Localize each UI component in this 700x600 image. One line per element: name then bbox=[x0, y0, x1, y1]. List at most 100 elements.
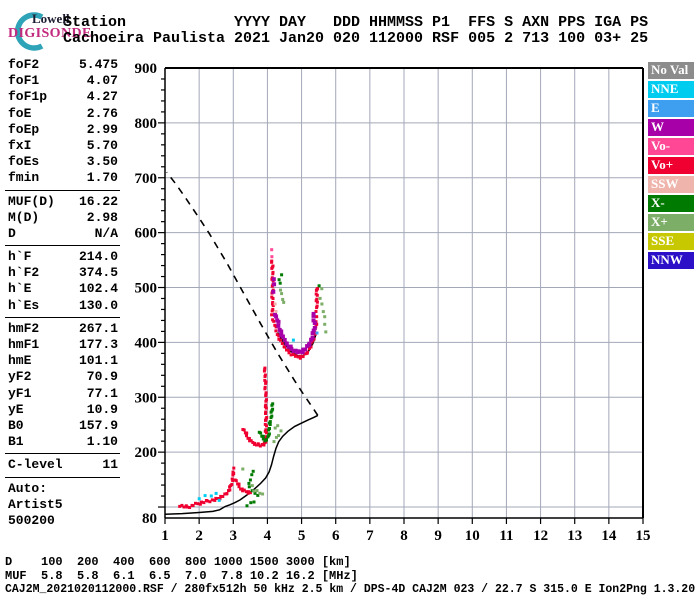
svg-text:7: 7 bbox=[366, 528, 374, 544]
param-value: 4.07 bbox=[86, 73, 118, 89]
legend-item-x-: X- bbox=[648, 195, 694, 212]
svg-text:11: 11 bbox=[499, 528, 513, 544]
svg-text:80: 80 bbox=[142, 511, 157, 527]
param-label: foF1 bbox=[8, 73, 40, 89]
svg-text:400: 400 bbox=[135, 335, 158, 351]
param-label: hmE bbox=[8, 353, 32, 369]
trace-F2-left-arm-top-Vo-minus bbox=[270, 248, 274, 259]
svg-text:8: 8 bbox=[400, 528, 408, 544]
logo-lowell-text: Lowell bbox=[32, 11, 70, 26]
trace-stray-SSW bbox=[273, 302, 278, 313]
svg-text:200: 200 bbox=[135, 445, 158, 461]
param-row: yF1 77.1 bbox=[8, 386, 118, 402]
profile-curves bbox=[164, 171, 319, 515]
logo-arc-icon bbox=[14, 12, 44, 51]
trace-stray-E-dir bbox=[315, 331, 319, 335]
header-field-labels: Station YYYY DAY DDD HHMMSS P1 FFS S AXN… bbox=[63, 14, 649, 31]
param-label: hmF2 bbox=[8, 320, 40, 336]
svg-text:9: 9 bbox=[434, 528, 442, 544]
svg-text:12: 12 bbox=[533, 528, 548, 544]
svg-text:2: 2 bbox=[195, 528, 203, 544]
param-row: foF1p 4.27 bbox=[8, 89, 118, 105]
param-value: 4.27 bbox=[86, 89, 118, 105]
param-label: foEs bbox=[8, 154, 40, 170]
param-label: M(D) bbox=[8, 209, 40, 225]
param-row: h`Es 130.0 bbox=[8, 298, 118, 314]
param-value: 267.1 bbox=[78, 320, 118, 336]
param-label: foE bbox=[8, 105, 32, 121]
axes bbox=[158, 67, 644, 524]
param-label: fmin bbox=[8, 170, 40, 186]
param-row: h`F 214.0 bbox=[8, 249, 118, 265]
trace-F2-left-arm-X-plus bbox=[279, 288, 286, 304]
param-value: 1.70 bbox=[86, 170, 118, 186]
param-footer-line: 500200 bbox=[8, 512, 55, 528]
svg-text:3: 3 bbox=[230, 528, 238, 544]
param-row: yF2 70.9 bbox=[8, 369, 118, 385]
trace-F2-right-X-plus bbox=[318, 287, 328, 334]
param-label: fxI bbox=[8, 137, 32, 153]
svg-text:800: 800 bbox=[135, 116, 158, 132]
legend-item-w: W bbox=[648, 119, 694, 136]
topside-extrapolation-dashed bbox=[166, 171, 319, 416]
svg-text:15: 15 bbox=[636, 528, 651, 544]
echo-direction-legend: No Val NNE E W Vo- Vo+ SSW X- X+ SSE NNW bbox=[648, 62, 694, 271]
legend-item-vo-: Vo- bbox=[648, 138, 694, 155]
param-label: MUF(D) bbox=[8, 193, 55, 209]
param-value: 102.4 bbox=[78, 281, 118, 297]
param-value: 374.5 bbox=[78, 265, 118, 281]
trace-F1-X-minus bbox=[257, 402, 275, 443]
lowell-digisonde-logo: Lowell DIGISONDE bbox=[4, 4, 134, 51]
param-row: yE 10.9 bbox=[8, 402, 118, 418]
param-value: 77.1 bbox=[86, 385, 118, 401]
param-row: fxI 5.70 bbox=[8, 138, 118, 154]
param-row: hmF1 177.3 bbox=[8, 337, 118, 353]
param-value: 177.3 bbox=[78, 337, 118, 352]
param-row: foEp 2.99 bbox=[8, 122, 118, 138]
trace-E-trace-X-plus bbox=[241, 467, 265, 496]
svg-text:700: 700 bbox=[135, 171, 158, 187]
param-label: C-level bbox=[8, 457, 63, 473]
svg-text:500: 500 bbox=[135, 281, 158, 297]
param-label: h`F2 bbox=[8, 265, 40, 281]
param-value: 214.0 bbox=[78, 249, 118, 265]
separator bbox=[5, 316, 120, 318]
trace-F2-W-U bbox=[273, 311, 317, 355]
legend-item-ssw: SSW bbox=[648, 176, 694, 193]
param-label: B1 bbox=[8, 434, 24, 450]
param-row: MUF(D) 16.22 bbox=[8, 194, 118, 210]
param-label: h`Es bbox=[8, 297, 40, 313]
trace-F2-W-arm bbox=[271, 277, 277, 294]
param-label: h`F bbox=[8, 249, 32, 265]
param-row: foF1 4.07 bbox=[8, 73, 118, 89]
separator bbox=[5, 245, 120, 247]
trace-E-trace-X-minus bbox=[245, 469, 260, 508]
param-label: hmF1 bbox=[8, 337, 40, 352]
file-info-line: CAJ2M_2021020112000.RSF / 280fx512h 50 k… bbox=[5, 583, 696, 596]
param-value: 5.475 bbox=[78, 57, 118, 72]
muf-row: MUF 5.8 5.8 6.1 6.5 7.0 7.8 10.2 16.2 [M… bbox=[5, 569, 358, 583]
svg-text:1: 1 bbox=[161, 528, 169, 544]
legend-item-e: E bbox=[648, 100, 694, 117]
param-label: D bbox=[8, 225, 16, 241]
param-row: B0 157.9 bbox=[8, 418, 118, 434]
trace-F2-right-arm-O bbox=[314, 287, 320, 313]
separator bbox=[5, 453, 120, 455]
param-row: h`F2 374.5 bbox=[8, 265, 118, 281]
param-row: B1 1.10 bbox=[8, 434, 118, 450]
header-field-values: Cachoeira Paulista 2021 Jan20 020 112000… bbox=[63, 30, 649, 47]
param-value: 70.9 bbox=[86, 369, 118, 385]
param-value: 5.70 bbox=[86, 137, 118, 153]
svg-text:600: 600 bbox=[135, 226, 158, 242]
param-row: foE 2.76 bbox=[8, 106, 118, 122]
svg-text:13: 13 bbox=[567, 528, 582, 544]
distance-row: D 100 200 400 600 800 1000 1500 3000 [km… bbox=[5, 555, 351, 569]
param-value: 16.22 bbox=[78, 193, 118, 209]
param-value: 2.76 bbox=[86, 105, 118, 121]
param-row: foEs 3.50 bbox=[8, 154, 118, 170]
param-label: h`E bbox=[8, 281, 32, 297]
trace-F1-X-plus bbox=[272, 424, 283, 444]
legend-item-nne: NNE bbox=[648, 81, 694, 98]
